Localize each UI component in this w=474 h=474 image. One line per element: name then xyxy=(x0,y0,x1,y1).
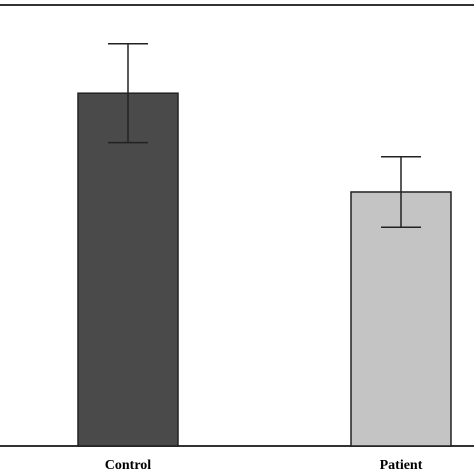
bar-control xyxy=(77,92,179,447)
error-bar-control xyxy=(108,43,148,144)
x-tick-label-patient: Patient xyxy=(380,458,423,473)
x-tick-labels: Control Patient xyxy=(105,458,423,473)
bars-group xyxy=(77,92,452,447)
error-bars-group xyxy=(108,43,421,229)
x-tick-label-control: Control xyxy=(105,458,152,473)
bar-patient xyxy=(350,191,452,447)
error-bar-patient xyxy=(381,155,421,229)
